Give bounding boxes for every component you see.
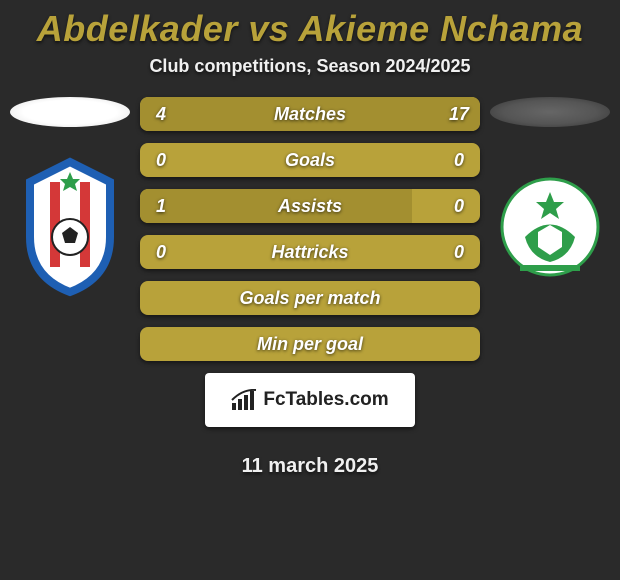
stat-value-right <box>444 327 474 361</box>
stat-value-left: 0 <box>146 235 176 269</box>
stat-value-right: 0 <box>444 189 474 223</box>
stat-value-right: 17 <box>444 97 474 131</box>
content-row: 4 Matches 17 0 Goals 0 1 Assists 0 0 Hat… <box>0 97 620 478</box>
player-left-crest <box>20 157 120 297</box>
player-right-avatar-placeholder <box>490 97 610 127</box>
stat-label: Goals <box>285 150 335 171</box>
player-right-crest <box>500 157 600 297</box>
branding-text: FcTables.com <box>263 389 388 411</box>
stat-value-right <box>444 281 474 315</box>
stat-label: Assists <box>278 196 342 217</box>
stat-value-left: 1 <box>146 189 176 223</box>
stat-value-left <box>146 281 176 315</box>
stat-bar-hattricks: 0 Hattricks 0 <box>140 235 480 269</box>
player-left-avatar-placeholder <box>10 97 130 127</box>
stat-value-right: 0 <box>444 235 474 269</box>
player-right-column <box>490 97 610 297</box>
stat-value-left: 4 <box>146 97 176 131</box>
stat-bar-goals-per-match: Goals per match <box>140 281 480 315</box>
branding-badge[interactable]: FcTables.com <box>205 373 415 427</box>
player-left-column <box>10 97 130 297</box>
stat-bar-min-per-goal: Min per goal <box>140 327 480 361</box>
page-title: Abdelkader vs Akieme Nchama <box>37 8 583 50</box>
stat-label: Goals per match <box>239 288 380 309</box>
chart-icon <box>231 389 257 411</box>
stat-bar-assists: 1 Assists 0 <box>140 189 480 223</box>
stat-bar-matches: 4 Matches 17 <box>140 97 480 131</box>
stat-fill-left <box>140 189 412 223</box>
stat-bar-goals: 0 Goals 0 <box>140 143 480 177</box>
stat-label: Matches <box>274 104 346 125</box>
page-subtitle: Club competitions, Season 2024/2025 <box>149 56 470 77</box>
stats-column: 4 Matches 17 0 Goals 0 1 Assists 0 0 Hat… <box>130 97 490 478</box>
stat-value-left <box>146 327 176 361</box>
stat-value-right: 0 <box>444 143 474 177</box>
stat-label: Min per goal <box>257 334 363 355</box>
date-label: 11 march 2025 <box>242 455 379 478</box>
stat-value-left: 0 <box>146 143 176 177</box>
stat-label: Hattricks <box>271 242 348 263</box>
